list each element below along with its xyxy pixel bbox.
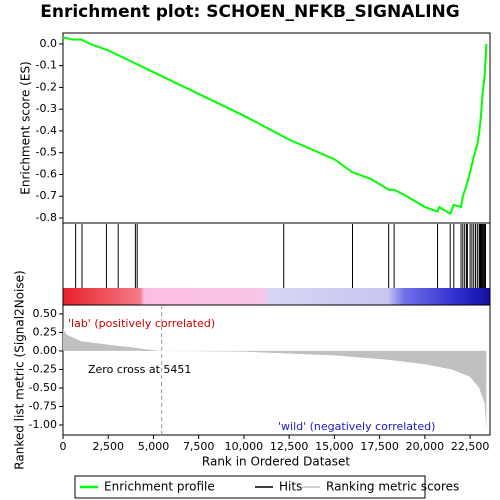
y-tick-label: 0.50 [33, 307, 58, 320]
legend-label: Enrichment profile [104, 480, 215, 494]
y-tick-label: 0.0 [40, 37, 58, 50]
y-tick-label: -1.00 [29, 418, 57, 431]
chart-title: Enrichment plot: SCHOEN_NFKB_SIGNALING [40, 2, 459, 22]
x-tick-label: 7,500 [183, 440, 215, 453]
y-tick-label: -0.6 [36, 167, 57, 180]
y-tick-label: -0.8 [36, 211, 57, 224]
x-axis-label: Rank in Ordered Dataset [202, 455, 350, 469]
x-tick-label: 12,500 [270, 440, 309, 453]
x-tick-label: 5,000 [138, 440, 170, 453]
annotation: Zero cross at 5451 [88, 363, 191, 376]
y-tick-label: -0.50 [29, 381, 57, 394]
y-tick-label: -0.4 [36, 124, 57, 137]
y-tick-label: -0.75 [29, 399, 57, 412]
y-tick-label: -0.7 [36, 189, 57, 202]
y-tick-label: -0.2 [36, 80, 57, 93]
x-tick-label: 15,000 [315, 440, 354, 453]
metric-frame [62, 304, 491, 436]
legend-label: Ranking metric scores [326, 480, 459, 494]
es-frame [62, 32, 491, 224]
legend-label: Hits [279, 480, 302, 494]
metric-area [63, 328, 487, 429]
y-tick-label: -0.1 [36, 59, 57, 72]
y-axis-label: Enrichment score (ES) [19, 61, 33, 194]
y-tick-label: -0.3 [36, 102, 57, 115]
color-bar [63, 288, 490, 305]
x-tick-label: 10,000 [225, 440, 264, 453]
y-tick-label: -0.5 [36, 146, 57, 159]
y-tick-label: 0.00 [33, 344, 58, 357]
x-tick-label: 20,000 [406, 440, 445, 453]
annotation: 'lab' (positively correlated) [68, 317, 215, 330]
x-tick-label: 17,500 [360, 440, 399, 453]
x-tick-label: 2,500 [92, 440, 124, 453]
es-curve [62, 36, 488, 216]
y-tick-label: -0.25 [29, 362, 57, 375]
y-axis-label: Ranked list metric (Signal2Noise) [13, 270, 27, 469]
x-tick-label: 22,500 [451, 440, 490, 453]
legend [74, 475, 426, 499]
y-tick-label: 0.25 [33, 325, 58, 338]
annotation: 'wild' (negatively correlated) [278, 420, 435, 433]
x-tick-label: 0 [60, 440, 67, 453]
